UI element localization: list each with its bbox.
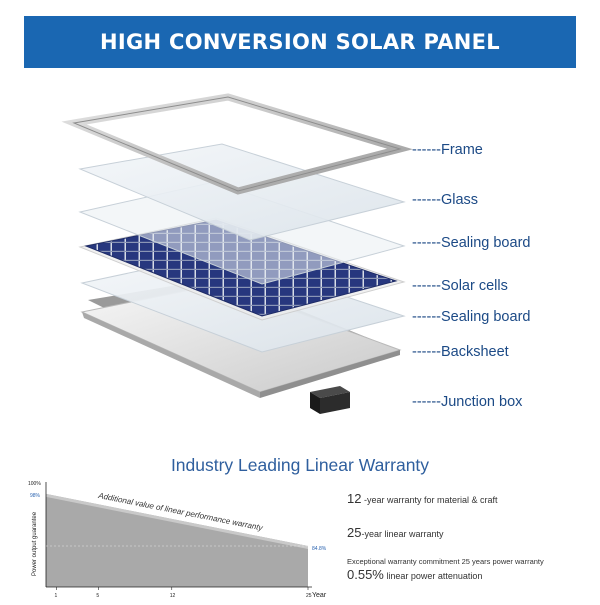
term-text: Exceptional warranty commitment 25 years… <box>347 557 544 566</box>
y-axis-label: Power output guarantee <box>32 511 38 576</box>
term-text: -year linear warranty <box>361 529 444 539</box>
warranty-chart-svg: Power output guarantee 100% 98% 84.8% Ye… <box>28 481 327 599</box>
panel-layers-svg <box>61 93 413 414</box>
banner-title: HIGH CONVERSION SOLAR PANEL <box>99 30 500 54</box>
term-material-craft: 12 -year warranty for material & craft <box>347 490 498 508</box>
junction-box <box>310 386 350 414</box>
label-sealing-board-upper: ------Sealing board <box>412 235 531 251</box>
label-sealing-board-lower: ------Sealing board <box>412 309 531 325</box>
x-axis-label: Year <box>312 592 327 599</box>
warranty-title: Industry Leading Linear Warranty <box>170 455 430 475</box>
label-backsheet: ------Backsheet <box>412 344 509 360</box>
x-tick-label: 25 <box>306 593 312 599</box>
frame-layer <box>61 93 413 195</box>
label-frame: ------Frame <box>412 142 483 158</box>
start-value-label: 98% <box>30 493 41 499</box>
x-tick-label: 5 <box>96 593 99 599</box>
label-junction-box: ------Junction box <box>412 394 523 410</box>
term-commitment: Exceptional warranty commitment 25 years… <box>347 551 544 569</box>
term-linear-warranty: 25-year linear warranty <box>347 524 444 542</box>
term-number: 25 <box>347 525 362 540</box>
y-top-label: 100% <box>28 481 41 487</box>
x-tick-label: 12 <box>170 593 176 599</box>
term-text: linear power attenuation <box>383 571 483 581</box>
term-attenuation: 0.55% linear power attenuation <box>347 566 482 584</box>
warranty-area <box>46 493 308 587</box>
label-solar-cells: ------Solar cells <box>412 278 508 294</box>
warranty-chart: Power output guarantee 100% 98% 84.8% Ye… <box>0 476 340 600</box>
term-number: 0.55% <box>347 567 384 582</box>
exploded-panel-diagram: ------Frame ------Glass ------Sealing bo… <box>0 80 600 440</box>
page-banner: HIGH CONVERSION SOLAR PANEL <box>24 16 576 68</box>
term-number: 12 <box>347 491 362 506</box>
term-text: -year warranty for material & craft <box>361 495 498 505</box>
warranty-area-highlight <box>46 493 308 549</box>
end-value-label: 84.8% <box>312 546 327 552</box>
x-tick-label: 1 <box>54 593 57 599</box>
label-glass: ------Glass <box>412 192 479 208</box>
